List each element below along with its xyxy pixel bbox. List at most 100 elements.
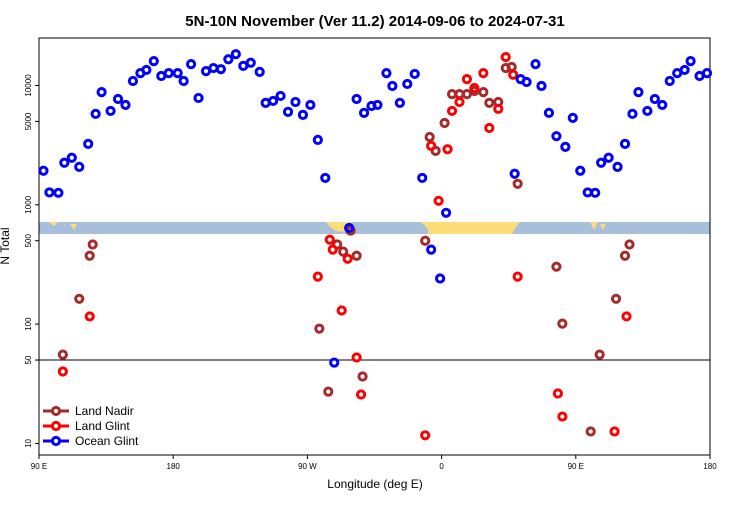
data-point bbox=[44, 187, 55, 198]
data-point bbox=[351, 93, 362, 105]
data-point bbox=[701, 67, 713, 79]
data-point bbox=[172, 67, 183, 79]
data-point bbox=[543, 107, 555, 119]
data-point bbox=[478, 87, 489, 98]
data-point bbox=[402, 78, 413, 90]
data-point bbox=[509, 168, 520, 179]
x-tick-label: 180 bbox=[167, 462, 181, 471]
legend-label: Land Glint bbox=[75, 419, 130, 433]
y-tick-label: 10000 bbox=[24, 74, 33, 97]
data-point bbox=[275, 90, 286, 102]
data-point bbox=[512, 271, 523, 282]
data-point bbox=[90, 108, 101, 119]
data-point bbox=[426, 140, 437, 151]
data-point bbox=[619, 250, 631, 261]
data-point bbox=[314, 323, 325, 334]
data-point bbox=[254, 66, 265, 77]
data-point bbox=[351, 352, 362, 363]
data-point bbox=[642, 105, 653, 117]
data-point bbox=[500, 51, 511, 63]
data-point bbox=[461, 74, 473, 85]
data-point bbox=[551, 131, 562, 142]
data-point bbox=[512, 178, 523, 189]
data-point bbox=[381, 67, 392, 79]
data-point bbox=[329, 357, 340, 368]
x-tick-label: 90 E bbox=[568, 462, 584, 471]
data-point bbox=[664, 75, 675, 87]
data-point bbox=[484, 122, 495, 134]
data-point bbox=[57, 366, 68, 377]
data-point bbox=[38, 165, 49, 176]
data-point bbox=[83, 138, 94, 149]
data-point bbox=[245, 57, 256, 68]
data-point bbox=[355, 389, 367, 400]
data-point bbox=[567, 112, 578, 123]
data-point bbox=[74, 161, 85, 172]
data-point bbox=[282, 106, 294, 117]
data-point bbox=[163, 67, 174, 79]
data-point bbox=[112, 93, 124, 105]
data-point bbox=[57, 349, 68, 360]
data-point bbox=[590, 187, 601, 198]
data-point bbox=[440, 207, 452, 218]
data-point bbox=[493, 103, 504, 115]
data-point bbox=[193, 92, 204, 104]
data-point bbox=[312, 134, 323, 145]
data-point bbox=[446, 105, 458, 117]
data-point bbox=[358, 107, 370, 119]
data-point bbox=[120, 99, 131, 111]
data-point bbox=[312, 271, 323, 282]
data-point bbox=[575, 165, 586, 176]
data-point bbox=[409, 68, 420, 80]
data-point bbox=[320, 172, 331, 184]
data-point bbox=[596, 157, 607, 168]
data-point bbox=[612, 161, 623, 172]
x-tick-label: 180 bbox=[703, 462, 717, 471]
y-tick-label: 1000 bbox=[24, 195, 33, 213]
y-tick-label: 5000 bbox=[24, 112, 33, 130]
data-point bbox=[621, 311, 632, 322]
data-point bbox=[685, 56, 696, 67]
data-point bbox=[508, 69, 519, 80]
data-point bbox=[342, 253, 353, 264]
data-point bbox=[478, 67, 489, 79]
data-point bbox=[426, 244, 437, 255]
y-tick-label: 10 bbox=[24, 438, 33, 447]
x-axis-label: Longitude (deg E) bbox=[327, 477, 422, 491]
data-point bbox=[679, 64, 690, 76]
data-point bbox=[557, 318, 568, 329]
data-point bbox=[127, 75, 139, 87]
data-point bbox=[417, 172, 428, 184]
data-point bbox=[594, 349, 605, 360]
legend-marker bbox=[50, 435, 62, 447]
data-point bbox=[619, 138, 631, 149]
data-point bbox=[215, 64, 227, 75]
legend-marker bbox=[50, 405, 62, 417]
data-point bbox=[657, 99, 668, 111]
data-point bbox=[344, 222, 355, 234]
data-point bbox=[53, 187, 64, 198]
data-point bbox=[530, 59, 541, 70]
data-point bbox=[338, 246, 349, 257]
data-point bbox=[66, 152, 77, 163]
plot-frame bbox=[38, 37, 711, 456]
data-point bbox=[627, 108, 638, 119]
legend-label: Land Nadir bbox=[75, 404, 134, 418]
data-point bbox=[297, 109, 309, 120]
data-point bbox=[609, 426, 620, 437]
x-tick-label: 90 W bbox=[298, 462, 317, 471]
data-point bbox=[372, 99, 383, 111]
data-point bbox=[96, 87, 107, 98]
chart-title: 5N-10N November (Ver 11.2) 2014-09-06 to… bbox=[185, 13, 564, 30]
data-point bbox=[324, 234, 335, 245]
y-axis-label: N Total bbox=[0, 227, 12, 264]
data-point bbox=[141, 64, 152, 76]
data-point bbox=[552, 388, 564, 399]
x-tick-label: 0 bbox=[439, 462, 444, 471]
data-point bbox=[633, 87, 644, 98]
y-tick-label: 500 bbox=[24, 233, 33, 247]
data-point bbox=[433, 195, 444, 206]
data-point bbox=[484, 97, 495, 108]
data-point bbox=[469, 82, 480, 94]
